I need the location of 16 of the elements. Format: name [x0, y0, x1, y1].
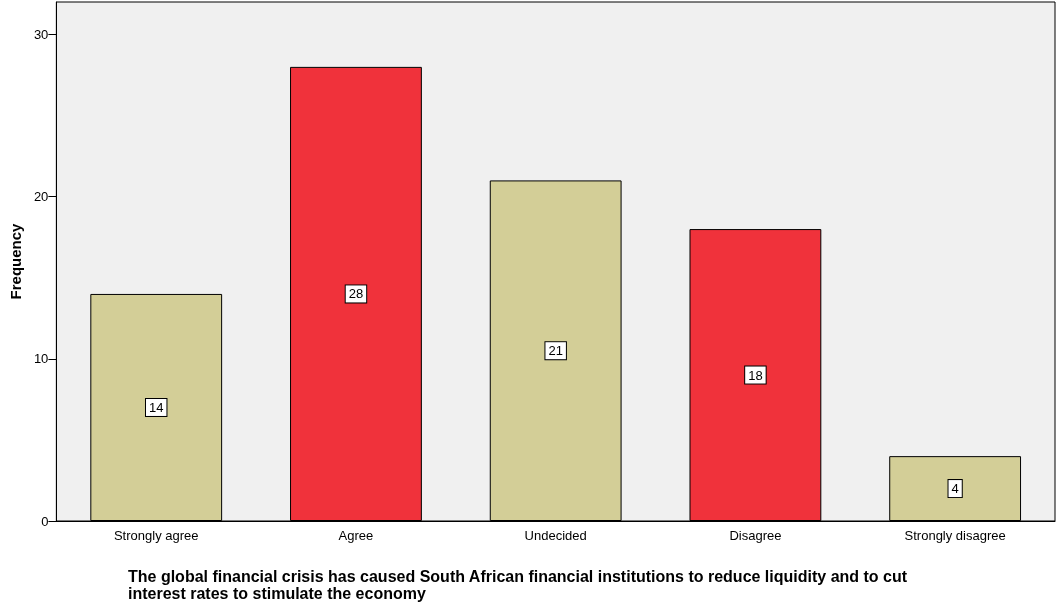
- y-tick-label: 0: [41, 513, 49, 529]
- data-label: 21: [548, 343, 563, 359]
- y-axis-title: Frequency: [7, 222, 24, 300]
- data-label: 14: [148, 399, 164, 415]
- y-tick-label: 10: [33, 351, 49, 367]
- x-axis-title: The global financial crisis has caused South African financial institutions to reduce liquidity and to cut interest rates to stimulate the economy: [128, 568, 912, 602]
- y-tick-label: 20: [33, 189, 49, 205]
- data-label: 28: [348, 286, 364, 302]
- y-tick-label: 30: [33, 26, 49, 42]
- data-label: 18: [748, 367, 763, 383]
- x-tick-label: Strongly agree: [113, 528, 199, 543]
- x-tick-label: Disagree: [729, 528, 782, 543]
- x-tick-label: Undecided: [524, 528, 587, 543]
- data-label: 4: [951, 481, 959, 497]
- x-tick-label: Strongly disagree: [904, 528, 1006, 543]
- x-tick-label: Agree: [338, 528, 374, 543]
